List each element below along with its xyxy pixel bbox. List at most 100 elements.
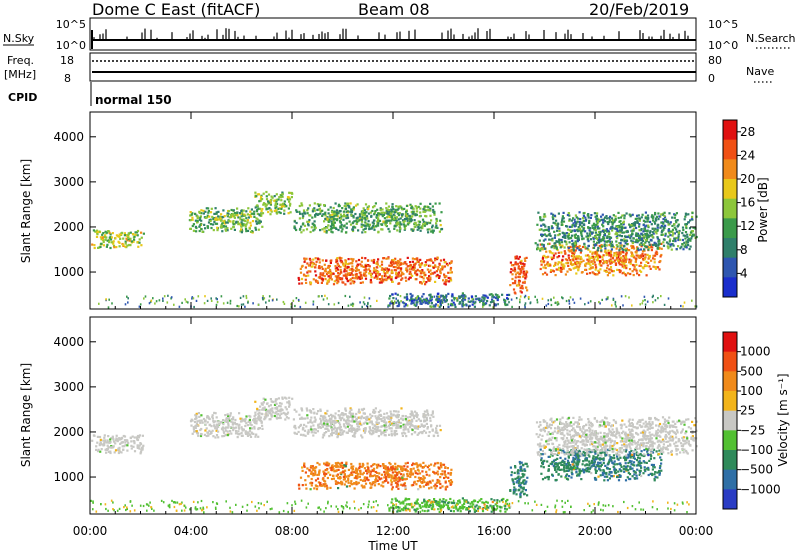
echo-cell [305, 281, 308, 284]
speckle-cell [519, 301, 521, 304]
echo-cell [660, 231, 663, 234]
echo-cell [430, 299, 433, 302]
echo-cell [207, 207, 210, 210]
echo-cell [285, 397, 288, 400]
echo-cell [383, 278, 386, 281]
echo-cell [572, 222, 575, 225]
echo-cell [313, 207, 316, 210]
echo-cell [648, 241, 651, 244]
echo-cell [123, 445, 126, 448]
echo-cell [602, 236, 605, 239]
echo-cell [362, 207, 365, 210]
speckle-cell [158, 299, 161, 302]
echo-cell [686, 233, 689, 236]
echo-cell [402, 223, 406, 226]
echo-cell [399, 425, 402, 428]
echo-cell [643, 243, 646, 246]
echo-cell [403, 428, 406, 431]
echo-cell [124, 245, 127, 248]
echo-cell [403, 207, 406, 210]
echo-cell [249, 230, 253, 233]
echo-cell [398, 301, 401, 304]
echo-cell [388, 297, 391, 300]
echo-cell [574, 249, 577, 252]
echo-cell [438, 230, 441, 233]
echo-cell [637, 234, 640, 237]
echo-cell [560, 251, 563, 254]
echo-cell [321, 436, 324, 439]
echo-cell [340, 215, 343, 218]
echo-cell [394, 414, 397, 417]
echo-cell [136, 445, 139, 448]
echo-cell [339, 431, 342, 434]
echo-cell [340, 278, 343, 281]
echo-cell [424, 414, 427, 417]
echo-cell [313, 416, 316, 419]
echo-cell [564, 258, 567, 261]
echo-cell [277, 397, 280, 400]
echo-cell [570, 225, 573, 228]
echo-cell [282, 411, 285, 414]
echo-cell [318, 425, 322, 428]
echo-cell [590, 261, 593, 264]
echo-cell [364, 264, 368, 267]
echo-cell [515, 284, 519, 287]
echo-cell [674, 214, 677, 217]
echo-cell [110, 446, 113, 449]
echo-cell [391, 424, 395, 427]
nsearch-label: N.Search [746, 32, 796, 45]
echo-cell [129, 244, 132, 247]
echo-cell [647, 217, 650, 220]
echo-cell [603, 243, 606, 246]
echo-cell [685, 213, 688, 216]
echo-cell [345, 210, 348, 214]
echo-cell [281, 193, 284, 196]
echo-cell [326, 282, 329, 285]
echo-cell [274, 407, 277, 410]
echo-cell [621, 225, 624, 228]
echo-cell [449, 266, 453, 270]
echo-cell [400, 223, 403, 226]
echo-cell [138, 434, 142, 437]
echo-cell [189, 211, 192, 214]
echo-cell [607, 230, 611, 233]
echo-cell [568, 214, 571, 217]
speckle-cell [428, 301, 430, 304]
echo-cell [356, 203, 359, 206]
echo-cell [230, 420, 233, 423]
echo-cell [214, 436, 217, 439]
echo-cell [366, 417, 369, 420]
echo-cell [329, 276, 332, 279]
echo-cell [618, 224, 621, 227]
echo-cell [92, 434, 95, 437]
echo-cell [126, 449, 129, 452]
echo-cell [326, 423, 329, 426]
echo-cell [560, 266, 563, 269]
echo-cell [251, 230, 254, 233]
echo-cell [97, 246, 100, 249]
echo-cell [107, 450, 110, 453]
echo-cell [582, 212, 585, 215]
echo-cell [435, 424, 439, 427]
echo-cell [429, 264, 432, 267]
echo-cell [647, 257, 650, 260]
echo-cell [354, 226, 357, 229]
echo-cell [103, 434, 106, 437]
echo-cell [572, 259, 575, 262]
echo-cell [431, 412, 434, 415]
echo-cell [605, 244, 608, 247]
echo-cell [339, 433, 342, 436]
echo-cell [413, 431, 416, 434]
echo-region [91, 434, 145, 455]
echo-cell [355, 265, 359, 268]
echo-cell [648, 246, 651, 249]
echo-cell [563, 240, 567, 243]
echo-cell [319, 203, 322, 206]
echo-cell [398, 224, 401, 227]
echo-cell [322, 423, 325, 427]
echo-cell [94, 230, 97, 233]
speckle-cell [492, 306, 494, 309]
echo-cell [259, 405, 262, 408]
echo-cell [361, 220, 364, 223]
echo-cell [594, 263, 597, 266]
